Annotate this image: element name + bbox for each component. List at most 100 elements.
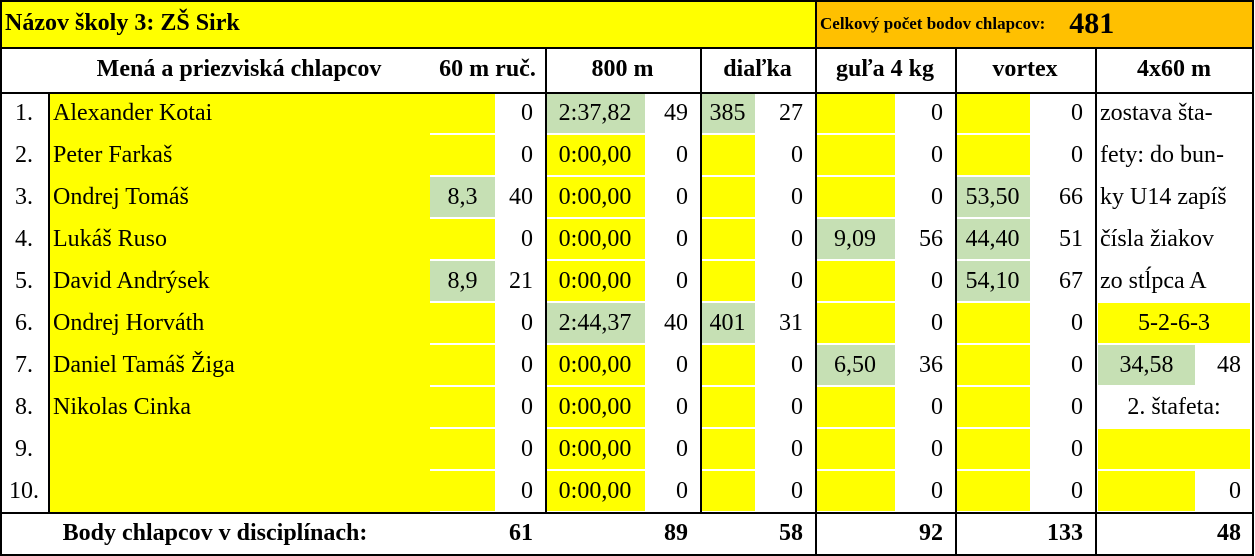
rank: 10. — [9, 477, 39, 504]
name: Ondrej Tomáš — [48, 176, 430, 218]
result: 0:00,00 — [545, 261, 645, 301]
result — [700, 177, 755, 217]
points: 0 — [791, 393, 803, 420]
result — [700, 219, 755, 259]
name: Alexander Kotai — [48, 92, 430, 134]
result — [430, 219, 495, 259]
result: 0:00,00 — [545, 429, 645, 469]
points: 0 — [791, 435, 803, 462]
points: 0 — [521, 309, 533, 336]
result — [955, 93, 1030, 133]
relay-order — [1098, 429, 1250, 469]
points: 0 — [931, 267, 943, 294]
grid-line — [1252, 0, 1254, 556]
points: 0 — [521, 351, 533, 378]
result — [700, 471, 755, 511]
points: 0 — [676, 183, 688, 210]
points: 27 — [779, 99, 803, 126]
relay-points: 48 — [1217, 351, 1241, 378]
header: diaľka — [723, 56, 792, 82]
grid-line — [0, 0, 1254, 2]
result: 0:00,00 — [545, 345, 645, 385]
result — [430, 387, 495, 427]
points: 0 — [676, 477, 688, 504]
result — [815, 429, 895, 469]
points: 0 — [521, 477, 533, 504]
name: Ondrej Horváth — [48, 302, 430, 344]
result — [955, 345, 1030, 385]
rank: 7. — [15, 351, 33, 378]
relay-points: 0 — [1229, 477, 1241, 504]
footer-total: 133 — [1047, 519, 1083, 546]
result: 0:00,00 — [545, 135, 645, 175]
footer-total: 61 — [509, 519, 533, 546]
points: 21 — [509, 267, 533, 294]
grid-line — [0, 554, 1254, 556]
rank: 5. — [15, 267, 33, 294]
points: 0 — [521, 99, 533, 126]
points: 0 — [791, 267, 803, 294]
name: Nikolas Cinka — [48, 386, 430, 428]
rank: 4. — [15, 225, 33, 252]
points: 67 — [1059, 267, 1083, 294]
rank: 1. — [15, 99, 33, 126]
result — [430, 93, 495, 133]
rank: 8. — [15, 393, 33, 420]
result: 53,50 — [955, 177, 1030, 217]
result — [700, 135, 755, 175]
footer-total: 58 — [779, 519, 803, 546]
relay-note: čísla žiakov — [1100, 225, 1214, 252]
result — [815, 387, 895, 427]
points: 66 — [1059, 183, 1083, 210]
name: David Andrýsek — [48, 260, 430, 302]
points: 49 — [664, 99, 688, 126]
result: 2:37,82 — [545, 93, 645, 133]
result — [700, 261, 755, 301]
points: 0 — [931, 393, 943, 420]
points: 0 — [676, 351, 688, 378]
points: 51 — [1059, 225, 1083, 252]
result — [815, 471, 895, 511]
points: 0 — [1071, 351, 1083, 378]
result: 0:00,00 — [545, 387, 645, 427]
name: Daniel Tamáš Žiga — [48, 344, 430, 386]
points: 0 — [931, 435, 943, 462]
points: 0 — [931, 183, 943, 210]
result — [430, 471, 495, 511]
result — [815, 303, 895, 343]
points: 0 — [931, 99, 943, 126]
points: 0 — [676, 267, 688, 294]
grid-line — [0, 92, 1254, 94]
points: 0 — [791, 477, 803, 504]
result — [955, 471, 1030, 511]
points: 40 — [509, 183, 533, 210]
result — [430, 135, 495, 175]
points: 0 — [931, 141, 943, 168]
result: 54,10 — [955, 261, 1030, 301]
header: 800 m — [591, 56, 654, 82]
points: 0 — [791, 351, 803, 378]
result — [955, 387, 1030, 427]
grid-line — [815, 47, 817, 512]
points: 56 — [919, 225, 943, 252]
total-box: Celkový počet bodov chlapcov: 481 — [815, 0, 1253, 47]
grid-line — [545, 47, 547, 512]
points: 0 — [931, 309, 943, 336]
header: Mená a priezviská chlapcov — [96, 56, 382, 82]
relay-label: 2. štafeta: — [1127, 393, 1221, 420]
relay-time — [1098, 471, 1195, 511]
relay-note: fety: do bun- — [1100, 141, 1224, 168]
points: 0 — [521, 141, 533, 168]
grid-line — [1095, 512, 1097, 554]
rank: 3. — [15, 183, 33, 210]
points: 0 — [791, 225, 803, 252]
relay-time: 34,58 — [1098, 345, 1195, 385]
result: 8,3 — [430, 177, 495, 217]
points: 0 — [791, 183, 803, 210]
grid-line — [0, 512, 1254, 514]
result: 44,40 — [955, 219, 1030, 259]
relay-order: 5-2-6-3 — [1098, 303, 1250, 343]
result: 9,09 — [815, 219, 895, 259]
header: guľa 4 kg — [836, 56, 934, 82]
points: 0 — [931, 477, 943, 504]
